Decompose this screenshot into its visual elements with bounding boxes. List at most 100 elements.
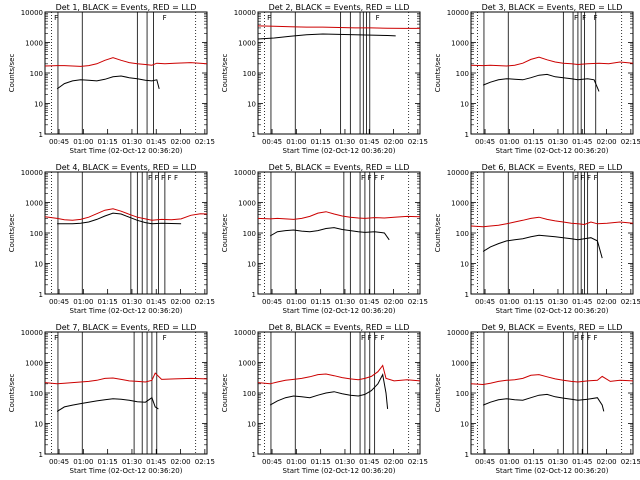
y-tick-label: 1000	[451, 360, 469, 368]
x-tick-label: 01:45	[146, 458, 166, 466]
x-tick-label: 02:00	[596, 298, 616, 306]
x-tick-label: 01:00	[73, 138, 93, 146]
x-tick-label: 01:45	[359, 298, 379, 306]
y-tick-label: 1000	[451, 200, 469, 208]
series-line-lld	[257, 211, 421, 220]
x-tick-label: 01:30	[548, 138, 568, 146]
plot-frame	[44, 11, 208, 135]
detector-panel-2: Det 2, BLACK = Events, RED = LLD F F 1 10 100…	[221, 3, 428, 155]
flare-marker-label: F	[368, 174, 372, 182]
x-tick-label: 02:00	[170, 138, 190, 146]
x-tick-label: 01:30	[122, 298, 142, 306]
x-tick-label: 01:00	[73, 458, 93, 466]
y-tick-label: 100	[30, 70, 43, 78]
x-tick-label: 02:15	[408, 138, 428, 146]
x-tick-label: 02:15	[621, 138, 640, 146]
detector-panel-1: Det 1, BLACK = Events, RED = LLD F F 1 10 100…	[8, 3, 215, 155]
y-tick-label: 10000	[234, 9, 256, 17]
y-tick-label: 1000	[238, 200, 256, 208]
flare-marker-label: F	[381, 334, 385, 342]
x-tick-label: 02:15	[621, 458, 640, 466]
x-axis-label: Start Time (02-Oct-12 00:36:20)	[496, 467, 609, 475]
flare-marker-label: F	[174, 174, 178, 182]
y-axis-label: Counts/sec	[221, 54, 229, 93]
flare-marker-label: F	[163, 334, 167, 342]
y-tick-label: 10	[247, 261, 256, 269]
x-tick-label: 01:45	[572, 138, 592, 146]
y-axis-label: Counts/sec	[8, 54, 16, 93]
flare-marker-label: F	[374, 174, 378, 182]
plot-frame	[257, 11, 421, 135]
x-tick-label: 01:30	[122, 458, 142, 466]
flare-marker-label: F	[587, 334, 591, 342]
flare-marker-label: F	[168, 174, 172, 182]
x-tick-label: 02:15	[408, 298, 428, 306]
plot-frame	[44, 331, 208, 455]
x-axis-label: Start Time (02-Oct-12 00:36:20)	[283, 147, 396, 155]
series-line-events	[56, 396, 159, 412]
y-tick-label: 10	[34, 261, 43, 269]
panel-title: Det 1, BLACK = Events, RED = LLD	[56, 3, 197, 12]
y-tick-label: 10000	[234, 329, 256, 337]
plot-frame	[470, 171, 634, 295]
x-axis-label: Start Time (02-Oct-12 00:36:20)	[70, 307, 183, 315]
x-tick-label: 01:30	[548, 298, 568, 306]
x-axis-label: Start Time (02-Oct-12 00:36:20)	[283, 467, 396, 475]
x-tick-label: 01:30	[335, 458, 355, 466]
flare-marker-label: F	[54, 14, 58, 22]
y-tick-label: 1	[465, 131, 469, 139]
y-tick-label: 100	[243, 70, 256, 78]
flare-marker-label: F	[155, 174, 159, 182]
x-tick-label: 01:00	[499, 458, 519, 466]
y-tick-label: 1	[465, 451, 469, 459]
x-tick-label: 02:15	[621, 298, 640, 306]
flare-marker-label: F	[374, 334, 378, 342]
flare-marker-label: F	[574, 334, 578, 342]
x-tick-label: 00:45	[49, 298, 69, 306]
plot-frame	[470, 331, 634, 455]
x-tick-label: 01:15	[311, 138, 331, 146]
x-tick-label: 01:45	[359, 138, 379, 146]
y-tick-label: 100	[30, 230, 43, 238]
x-tick-label: 00:45	[475, 298, 495, 306]
y-tick-label: 10000	[447, 169, 469, 177]
series-line-lld	[257, 25, 420, 29]
x-tick-label: 02:15	[195, 138, 215, 146]
series-line-events	[482, 73, 600, 92]
x-tick-label: 01:45	[146, 298, 166, 306]
y-tick-label: 1	[252, 291, 256, 299]
series-line-events	[56, 75, 160, 90]
flare-marker-label: F	[587, 174, 591, 182]
y-tick-label: 100	[243, 230, 256, 238]
x-tick-label: 01:45	[572, 458, 592, 466]
x-tick-label: 01:30	[335, 298, 355, 306]
series-line-events	[57, 212, 182, 225]
y-tick-label: 10	[460, 101, 469, 109]
y-tick-label: 1	[252, 131, 256, 139]
y-tick-label: 10	[247, 101, 256, 109]
panel-title: Det 4, BLACK = Events, RED = LLD	[56, 163, 197, 172]
y-axis-label: Counts/sec	[434, 54, 442, 93]
y-axis-label: Counts/sec	[221, 374, 229, 413]
flare-marker-label: F	[594, 14, 598, 22]
y-tick-label: 10	[460, 261, 469, 269]
y-tick-label: 1	[39, 451, 43, 459]
x-tick-label: 00:45	[262, 138, 282, 146]
flare-marker-label: F	[574, 174, 578, 182]
x-tick-label: 02:00	[383, 458, 403, 466]
x-tick-label: 01:15	[311, 458, 331, 466]
x-tick-label: 01:15	[524, 138, 544, 146]
flare-marker-label: F	[148, 174, 152, 182]
x-axis-label: Start Time (02-Oct-12 00:36:20)	[496, 147, 609, 155]
panel-title: Det 3, BLACK = Events, RED = LLD	[482, 3, 623, 12]
y-tick-label: 1	[465, 291, 469, 299]
series-line-events	[482, 234, 603, 259]
series-line-lld	[470, 374, 634, 386]
x-axis-label: Start Time (02-Oct-12 00:36:20)	[496, 307, 609, 315]
series-line-events	[482, 393, 605, 412]
